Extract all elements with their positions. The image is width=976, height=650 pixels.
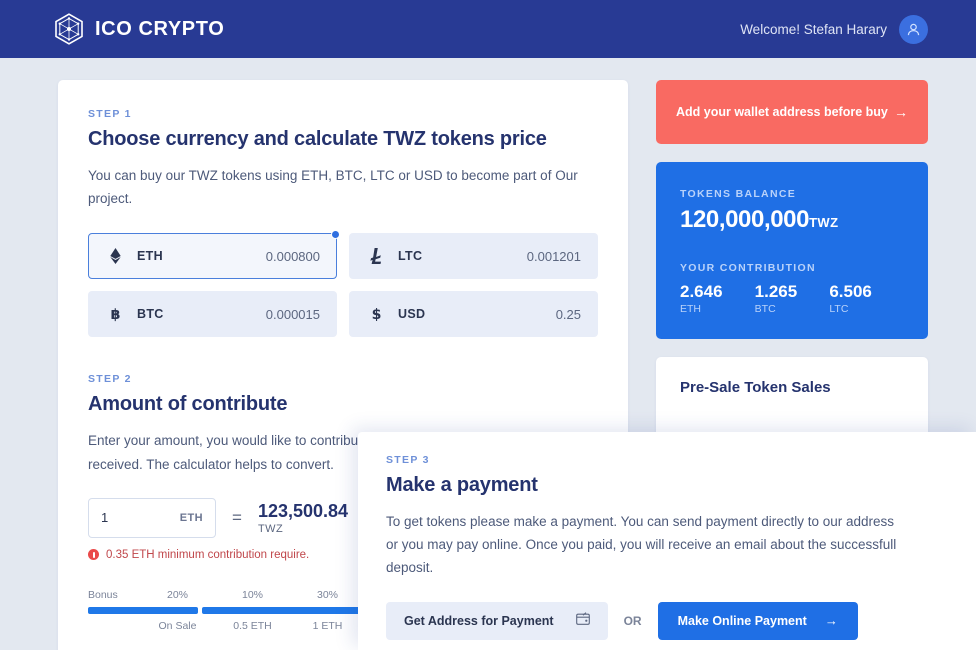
dollar-icon: $ bbox=[366, 306, 386, 323]
step-1-title: Choose currency and calculate TWZ tokens… bbox=[88, 128, 547, 150]
litecoin-icon bbox=[366, 248, 386, 265]
wallet-address-alert[interactable]: Add your wallet address before buy → bbox=[656, 80, 928, 144]
calculated-result: 123,500.84 TWZ bbox=[258, 501, 348, 536]
currency-selector: ETH 0.000800 LTC 0.001201 bbox=[88, 230, 598, 338]
make-online-payment-button[interactable]: Make Online Payment → bbox=[657, 601, 858, 640]
step-3-tag: STEP 3 bbox=[386, 454, 430, 466]
currency-rate: 0.000800 bbox=[265, 248, 320, 264]
minimum-contribution-error: 0.35 ETH minimum contribution require. bbox=[88, 549, 598, 561]
bonus-tick-2: 1 ETH bbox=[312, 619, 343, 632]
bonus-tier-labels: Bonus 20% 10% 30% bbox=[88, 589, 366, 601]
presale-title: Pre-Sale Token Sales bbox=[680, 379, 831, 396]
bonus-slider: Bonus 20% 10% 30% On Sale 0.5 ETH 1 ETH bbox=[88, 589, 366, 632]
balance-number: 120,000,000 bbox=[680, 206, 810, 233]
svg-text:฿: ฿ bbox=[110, 308, 120, 323]
get-address-label: Get Address for Payment bbox=[404, 613, 554, 628]
currency-option-btc[interactable]: ฿ BTC 0.000015 bbox=[88, 291, 337, 338]
contribution-item-ltc: 6.506 LTC bbox=[829, 282, 904, 315]
error-message: 0.35 ETH minimum contribution require. bbox=[106, 548, 310, 561]
currency-rate: 0.000015 bbox=[265, 306, 320, 322]
currency-option-eth[interactable]: ETH 0.000800 bbox=[88, 230, 340, 280]
bonus-tick-labels: On Sale 0.5 ETH 1 ETH bbox=[88, 620, 366, 632]
tokens-balance-card: TOKENS BALANCE 120,000,000TWZ YOUR CONTR… bbox=[656, 162, 928, 339]
welcome-message: Welcome! Stefan Harary bbox=[740, 21, 887, 37]
wallet-alert-text: Add your wallet address before buy bbox=[676, 105, 888, 119]
contribution-code: LTC bbox=[829, 303, 849, 315]
step-1-tag: STEP 1 bbox=[88, 108, 132, 120]
amount-input[interactable] bbox=[101, 510, 163, 526]
app-header: ICO CRYPTO Welcome! Stefan Harary bbox=[0, 0, 976, 58]
currency-code: LTC bbox=[398, 249, 423, 264]
currency-rate: 0.001201 bbox=[526, 248, 581, 264]
make-payment-label: Make Online Payment bbox=[677, 613, 807, 628]
brand-name: ICO CRYPTO bbox=[95, 17, 225, 40]
wallet-icon bbox=[575, 611, 590, 630]
contribution-calculator: ETH = 123,500.84 TWZ bbox=[88, 497, 598, 538]
step-1-section: STEP 1 Choose currency and calculate TWZ… bbox=[88, 108, 598, 338]
hexagon-network-icon bbox=[54, 13, 84, 45]
error-icon bbox=[88, 549, 99, 561]
equals-sign: = bbox=[232, 507, 242, 527]
result-unit: TWZ bbox=[257, 523, 284, 536]
main-content-card: STEP 1 Choose currency and calculate TWZ… bbox=[58, 80, 628, 650]
bonus-label: Bonus bbox=[88, 588, 118, 601]
user-avatar-icon[interactable] bbox=[899, 14, 928, 44]
currency-rate: 0.25 bbox=[555, 306, 581, 322]
step-2-section: STEP 2 Amount of contribute Enter your a… bbox=[88, 373, 598, 632]
bonus-tick-spacer bbox=[88, 620, 140, 632]
currency-code: BTC bbox=[137, 307, 164, 322]
payment-actions: Get Address for Payment OR Make Online P… bbox=[386, 601, 946, 640]
bonus-tick-1: 0.5 ETH bbox=[233, 619, 272, 632]
amount-unit-label: ETH bbox=[179, 511, 203, 524]
step-1-description: You can buy our TWZ tokens using ETH, BT… bbox=[88, 168, 578, 207]
header-user-area: Welcome! Stefan Harary bbox=[740, 14, 928, 44]
currency-option-usd[interactable]: $ USD 0.25 bbox=[349, 291, 598, 338]
tokens-balance-label: TOKENS BALANCE bbox=[680, 188, 797, 200]
currency-option-ltc[interactable]: LTC 0.001201 bbox=[349, 233, 598, 280]
or-separator: OR bbox=[623, 613, 642, 628]
currency-code: ETH bbox=[137, 249, 163, 264]
svg-text:$: $ bbox=[371, 308, 381, 323]
amount-input-wrapper[interactable]: ETH bbox=[88, 497, 216, 538]
currency-code: USD bbox=[398, 307, 426, 322]
contribution-item-btc: 1.265 BTC bbox=[755, 282, 830, 315]
bitcoin-icon: ฿ bbox=[105, 306, 125, 323]
step-2-tag: STEP 2 bbox=[88, 373, 132, 386]
contribution-value: 1.265 bbox=[754, 282, 798, 301]
bonus-bar-segment-2[interactable] bbox=[202, 606, 366, 614]
result-amount: 123,500.84 bbox=[257, 500, 349, 521]
bonus-tick-0: On Sale bbox=[158, 619, 197, 632]
contribution-code: BTC bbox=[754, 303, 776, 315]
step-2-title: Amount of contribute bbox=[88, 393, 288, 416]
bonus-tier-2: 30% bbox=[316, 588, 338, 601]
get-address-button[interactable]: Get Address for Payment bbox=[386, 601, 608, 640]
bonus-tier-0: 20% bbox=[166, 588, 188, 601]
contribution-code: ETH bbox=[680, 303, 701, 315]
contribution-list: 2.646 ETH 1.265 BTC 6.506 LTC bbox=[680, 282, 904, 315]
contribution-label: YOUR CONTRIBUTION bbox=[680, 262, 816, 274]
selected-indicator-dot bbox=[331, 230, 340, 240]
bonus-progress-bars[interactable] bbox=[88, 606, 366, 614]
contribution-value: 6.506 bbox=[829, 282, 872, 301]
ethereum-icon bbox=[105, 248, 125, 265]
step-3-title: Make a payment bbox=[386, 474, 538, 496]
bonus-tier-1: 10% bbox=[241, 588, 263, 601]
brand-logo[interactable]: ICO CRYPTO bbox=[54, 13, 224, 45]
contribution-item-eth: 2.646 ETH bbox=[680, 282, 755, 315]
contribution-value: 2.646 bbox=[680, 282, 723, 301]
step-3-panel: STEP 3 Make a payment To get tokens plea… bbox=[358, 432, 976, 650]
arrow-right-icon: → bbox=[894, 104, 908, 120]
step-3-description: To get tokens please make a payment. You… bbox=[386, 514, 897, 576]
bonus-bar-segment-1[interactable] bbox=[88, 606, 198, 614]
tokens-balance-amount: 120,000,000TWZ bbox=[680, 206, 904, 234]
arrow-right-icon: → bbox=[824, 613, 838, 629]
balance-unit: TWZ bbox=[809, 215, 839, 230]
